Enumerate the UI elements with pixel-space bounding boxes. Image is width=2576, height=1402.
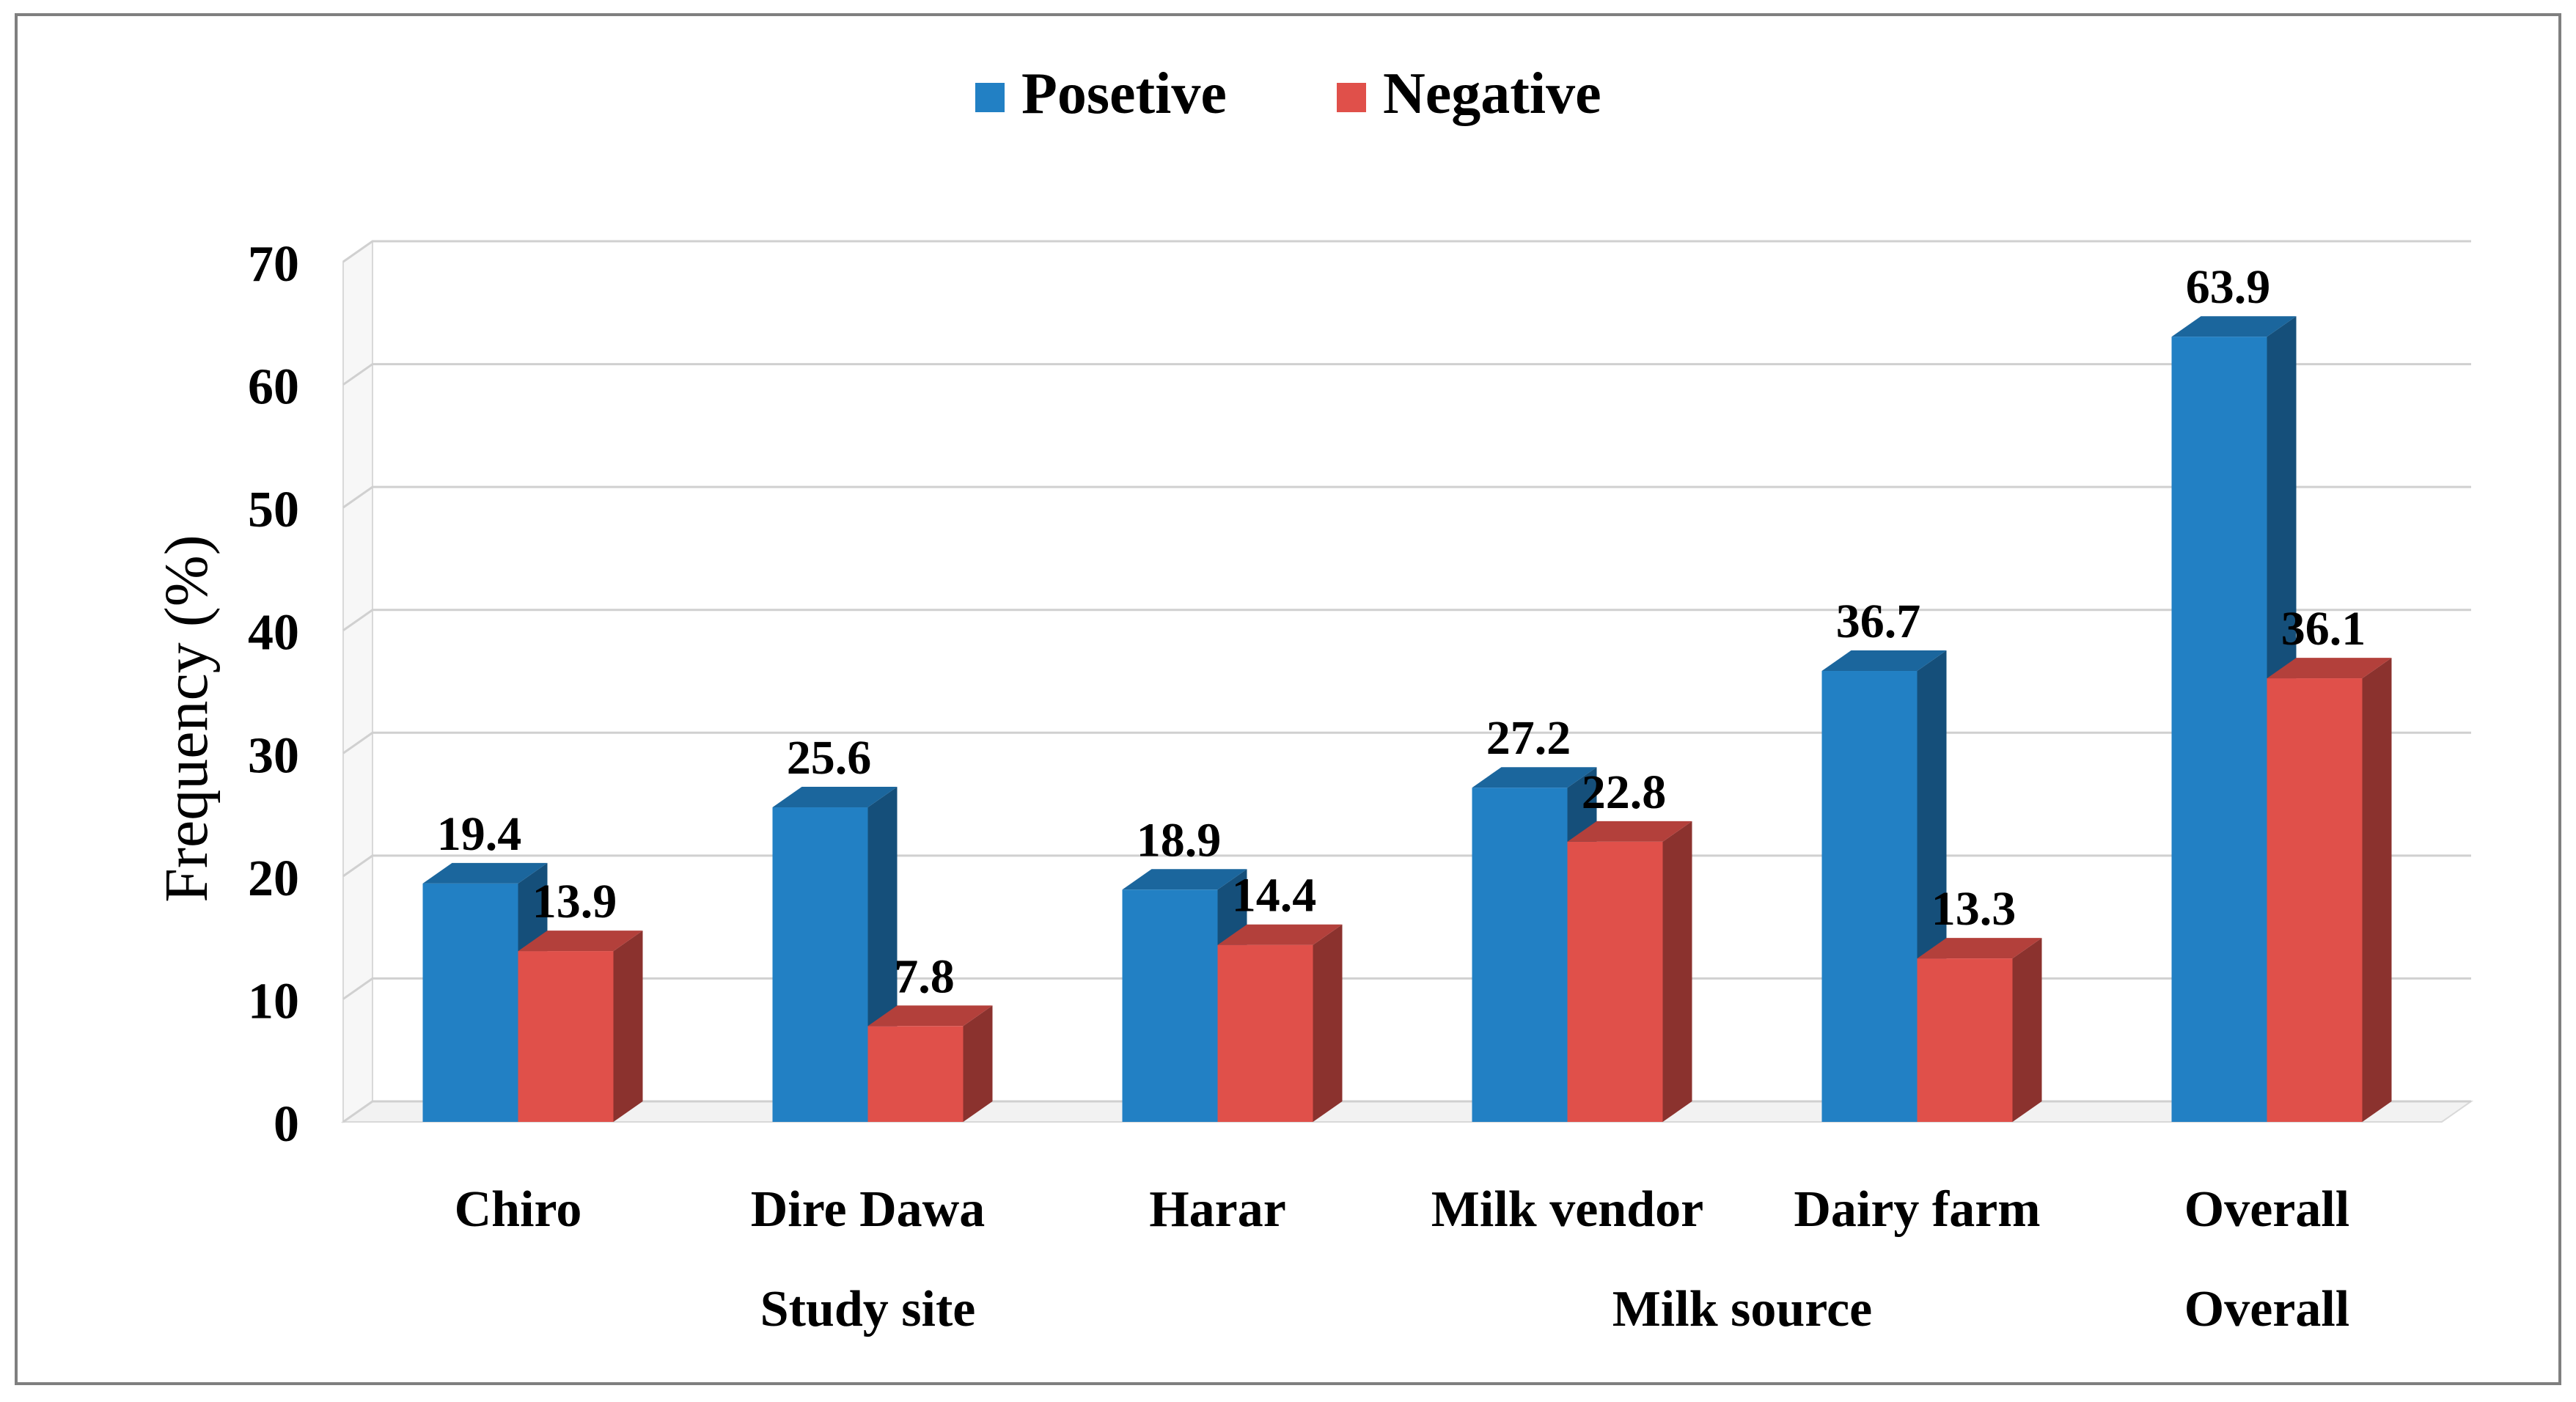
bar-side — [1662, 821, 1692, 1122]
bar-front — [2171, 337, 2267, 1123]
gridline — [342, 854, 2471, 878]
floor — [340, 1101, 2474, 1123]
bar-top — [518, 931, 643, 952]
bar-negative-chiro — [518, 931, 643, 1122]
bar-top — [2171, 316, 2297, 337]
bars — [422, 316, 2392, 1123]
x-group-label-study-site: Study site — [760, 1281, 976, 1337]
y-tick-label: 10 — [248, 973, 299, 1030]
bar-top — [1472, 767, 1597, 788]
data-label-negative-milk-vendor: 22.8 — [1582, 766, 1667, 819]
data-label-posetive-dire-dawa: 25.6 — [787, 731, 872, 785]
gridline — [342, 1100, 2471, 1123]
data-label-negative-overall: 36.1 — [2281, 602, 2366, 656]
legend-label-negative: Negative — [1383, 62, 1601, 126]
y-axis-ticks: 0 10 20 30 40 50 60 70 — [248, 236, 299, 1153]
bar-side — [613, 931, 643, 1122]
data-label-negative-chiro: 13.9 — [532, 875, 617, 928]
bar-front — [1472, 788, 1568, 1122]
gridlines — [342, 240, 2471, 1123]
bar-negative-dire-dawa — [867, 1005, 993, 1122]
gridline — [342, 609, 2471, 631]
x-category-label-dairy-farm: Dairy farm — [1794, 1181, 2040, 1238]
x-category-label-milk-vendor: Milk vendor — [1431, 1181, 1703, 1238]
bar-top — [2267, 658, 2392, 679]
y-tick-label: 40 — [248, 605, 299, 661]
y-tick-label: 70 — [248, 236, 299, 293]
bar-top — [1821, 650, 1947, 672]
bar-top — [772, 787, 898, 808]
legend-swatch-posetive — [975, 83, 1005, 112]
x-category-label-chiro: Chiro — [455, 1181, 582, 1238]
plot-walls — [340, 240, 2474, 1123]
y-tick-label: 60 — [248, 359, 299, 416]
back-wall — [373, 241, 2471, 1101]
bar-top — [867, 1005, 993, 1027]
gridline — [342, 240, 2471, 263]
bar-side — [1313, 924, 1343, 1122]
bar-negative-milk-vendor — [1567, 821, 1692, 1122]
bar-negative-dairy-farm — [1917, 938, 2042, 1122]
bar-front — [867, 1026, 964, 1122]
data-label-posetive-milk-vendor: 27.2 — [1486, 711, 1571, 765]
x-axis-category-labels: Chiro Dire Dawa Harar Milk vendor Dairy farm… — [455, 1181, 2350, 1238]
data-label-negative-harar: 14.4 — [1232, 869, 1317, 922]
x-group-label-milk-source: Milk source — [1612, 1281, 1873, 1337]
legend-item-negative: Negative — [1337, 62, 1601, 126]
legend-swatch-negative — [1337, 83, 1366, 112]
y-tick-label: 20 — [248, 851, 299, 907]
x-category-label-harar: Harar — [1149, 1181, 1286, 1238]
data-label-negative-dire-dawa: 7.8 — [894, 950, 955, 1003]
bar-top — [422, 862, 548, 884]
x-axis-group-labels: Study site Milk source Overall — [760, 1281, 2350, 1337]
bar-front — [1217, 944, 1313, 1122]
bar-side — [2362, 658, 2392, 1122]
bar-front — [1917, 958, 2013, 1122]
x-category-label-overall: Overall — [2184, 1181, 2349, 1238]
y-tick-label: 0 — [274, 1096, 299, 1153]
legend-item-posetive: Posetive — [975, 62, 1227, 126]
bar-side — [2012, 938, 2042, 1122]
x-group-label-overall: Overall — [2184, 1281, 2349, 1337]
bar-negative-overall — [2267, 658, 2392, 1122]
gridline — [342, 977, 2471, 1000]
data-label-posetive-dairy-farm: 36.7 — [1836, 595, 1921, 648]
x-category-label-dire-dawa: Dire Dawa — [751, 1181, 985, 1238]
legend-label-posetive: Posetive — [1021, 62, 1227, 126]
bar-front — [518, 951, 614, 1122]
bar-front — [1821, 671, 1918, 1122]
gridline — [342, 731, 2471, 755]
data-label-negative-dairy-farm: 13.3 — [1931, 882, 2017, 936]
bar-top — [1917, 938, 2042, 959]
bar-front — [1567, 841, 1663, 1122]
data-label-posetive-overall: 63.9 — [2186, 260, 2271, 314]
data-label-posetive-harar: 18.9 — [1137, 813, 1222, 867]
bar-negative-harar — [1217, 924, 1343, 1122]
bar-side — [963, 1005, 993, 1122]
bar-top — [1217, 924, 1343, 945]
bar-front — [1122, 889, 1218, 1122]
bar-top — [1122, 869, 1247, 890]
gridline — [342, 485, 2471, 509]
data-label-posetive-chiro: 19.4 — [437, 807, 522, 861]
y-tick-label: 30 — [248, 727, 299, 784]
bar-front — [422, 883, 518, 1122]
bar-front — [772, 807, 868, 1122]
data-labels: 19.413.9 25.6 7.8 18.914.4 27.222.8 36.7 13.3 6… — [437, 260, 2366, 1003]
gridline — [342, 363, 2471, 386]
y-axis-title: Frequency (%) — [153, 535, 221, 902]
bar-front — [2267, 678, 2363, 1122]
bar-top — [1567, 821, 1692, 842]
y-tick-label: 50 — [248, 482, 299, 538]
legend: Posetive Negative — [975, 62, 1601, 126]
